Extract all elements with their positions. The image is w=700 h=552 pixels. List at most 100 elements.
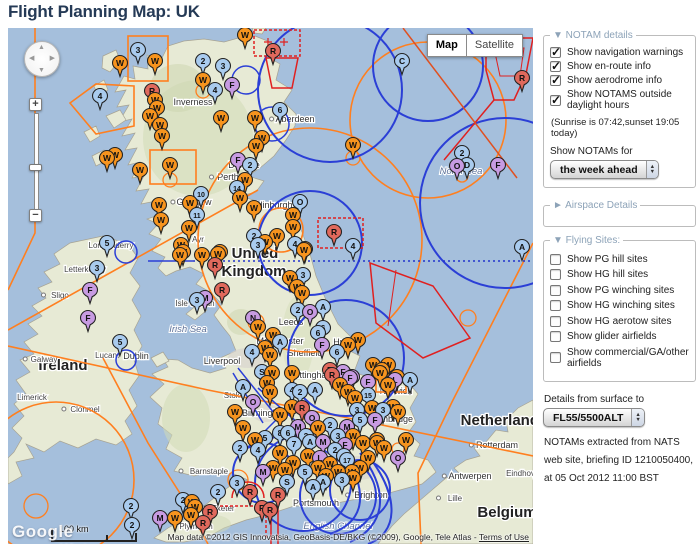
notam-marker-3[interactable]: 3: [214, 57, 232, 82]
notam-marker-W[interactable]: W: [231, 189, 249, 214]
notam-marker-3[interactable]: 3: [88, 259, 106, 284]
flying-site-option-checkbox[interactable]: [550, 284, 561, 296]
notam-marker-R[interactable]: R: [323, 366, 341, 391]
notam-marker-6[interactable]: 6: [271, 101, 289, 126]
notam-option-checkbox[interactable]: [550, 59, 561, 73]
notam-marker-W[interactable]: W: [166, 509, 184, 534]
notam-details-legend[interactable]: ▼ NOTAM details: [553, 30, 633, 41]
notam-marker-R[interactable]: R: [206, 256, 224, 281]
notam-marker-W[interactable]: W: [146, 52, 164, 77]
notam-marker-W[interactable]: W: [161, 156, 179, 181]
notam-marker-W[interactable]: W: [379, 376, 397, 401]
notam-marker-W[interactable]: W: [375, 439, 393, 464]
notam-marker-F[interactable]: F: [223, 76, 241, 101]
notam-marker-3[interactable]: 3: [374, 401, 392, 426]
flying-site-option-row[interactable]: Show commercial/GA/other airfields: [550, 347, 689, 369]
airspace-details-legend[interactable]: ► Airspace Details: [553, 200, 638, 211]
notam-marker-2[interactable]: 2: [123, 516, 141, 541]
notam-marker-R[interactable]: R: [325, 223, 343, 248]
flying-site-option-checkbox[interactable]: [550, 300, 561, 311]
notam-marker-F[interactable]: F: [79, 309, 97, 334]
notam-marker-W[interactable]: W: [152, 211, 170, 236]
notam-marker-W[interactable]: W: [344, 427, 362, 452]
flying-site-option-row[interactable]: Show glider airfields: [550, 331, 689, 342]
notam-marker-W[interactable]: W: [339, 336, 357, 361]
notam-marker-W[interactable]: W: [295, 241, 313, 266]
notam-marker-A[interactable]: A: [271, 333, 289, 358]
map-view-button[interactable]: Map: [426, 34, 466, 57]
notam-marker-W[interactable]: W: [397, 431, 415, 456]
notam-marker-6[interactable]: 6: [328, 343, 346, 368]
notam-marker-F[interactable]: F: [229, 151, 247, 176]
notam-marker-W[interactable]: W: [359, 449, 377, 474]
notam-marker-R[interactable]: R: [269, 486, 287, 511]
map-canvas[interactable]: InvernessAberdeenDundeePerthGlasgowEdinb…: [8, 28, 533, 544]
notam-marker-W[interactable]: W: [246, 109, 264, 134]
notam-marker-F[interactable]: F: [81, 281, 99, 306]
notam-marker-W[interactable]: W: [212, 109, 230, 134]
notam-marker-3[interactable]: 3: [333, 471, 351, 496]
notam-marker-R[interactable]: R: [241, 483, 259, 508]
notam-marker-5[interactable]: 5: [111, 333, 129, 358]
notam-marker-O[interactable]: O: [448, 157, 466, 182]
notam-marker-4[interactable]: 4: [243, 343, 261, 368]
notam-marker-W[interactable]: W: [247, 137, 265, 162]
notam-marker-3[interactable]: 3: [129, 41, 147, 66]
notam-marker-W[interactable]: W: [226, 403, 244, 428]
notam-marker-4[interactable]: 4: [206, 81, 224, 106]
notam-marker-W[interactable]: W: [194, 71, 212, 96]
notam-marker-W[interactable]: W: [182, 506, 200, 531]
flying-site-option-checkbox[interactable]: [550, 315, 561, 327]
notam-marker-W[interactable]: W: [249, 318, 267, 343]
notam-option-row[interactable]: Show NOTAMS outside daylight hours: [550, 89, 689, 111]
notam-option-row[interactable]: Show navigation warnings: [550, 45, 689, 59]
notam-marker-3[interactable]: 3: [188, 291, 206, 316]
notam-marker-3[interactable]: 3: [249, 236, 267, 261]
notam-marker-W[interactable]: W: [371, 364, 389, 389]
zoom-out-button[interactable]: −: [29, 209, 42, 222]
notam-marker-W[interactable]: W: [111, 54, 129, 79]
period-select[interactable]: the week ahead ▲ ▼: [550, 160, 660, 179]
notam-marker-A[interactable]: A: [234, 378, 252, 403]
notam-marker-4[interactable]: 4: [91, 87, 109, 112]
notam-marker-M[interactable]: M: [254, 463, 272, 488]
notam-option-row[interactable]: Show aerodrome info: [550, 73, 689, 87]
notam-marker-W[interactable]: W: [98, 149, 116, 174]
notam-marker-W[interactable]: W: [349, 331, 367, 356]
zoom-in-button[interactable]: +: [29, 98, 42, 111]
notam-marker-W[interactable]: W: [344, 136, 362, 161]
altitude-select[interactable]: FL55/5500ALT ▲ ▼: [543, 408, 645, 427]
pan-down-arrow-icon[interactable]: ▼: [38, 67, 45, 74]
notam-marker-A[interactable]: A: [314, 473, 332, 498]
notam-marker-W[interactable]: W: [131, 161, 149, 186]
notam-marker-W[interactable]: W: [236, 28, 254, 51]
terms-of-use-link[interactable]: Terms of Use: [478, 532, 529, 542]
flying-sites-legend[interactable]: ▼ Flying Sites:: [553, 235, 621, 246]
notam-marker-A[interactable]: A: [304, 478, 322, 503]
notam-marker-4[interactable]: 4: [344, 237, 362, 262]
notam-marker-M[interactable]: M: [151, 509, 169, 534]
flying-site-option-row[interactable]: Show PG hill sites: [550, 253, 689, 265]
notam-marker-R[interactable]: R: [264, 42, 282, 67]
notam-marker-W[interactable]: W: [284, 454, 302, 479]
notam-marker-3[interactable]: 3: [228, 474, 246, 499]
pan-right-arrow-icon[interactable]: ▶: [49, 55, 55, 62]
notam-marker-F[interactable]: F: [489, 156, 507, 181]
notam-marker-W[interactable]: W: [389, 403, 407, 428]
notam-marker-C[interactable]: C: [393, 52, 411, 77]
notam-marker-4[interactable]: 4: [286, 235, 304, 260]
flying-site-option-checkbox[interactable]: [550, 352, 561, 363]
flying-site-option-checkbox[interactable]: [550, 331, 561, 342]
zoom-slider-handle[interactable]: [29, 164, 42, 171]
notam-marker-O[interactable]: O: [389, 449, 407, 474]
zoom-slider-track[interactable]: [34, 113, 39, 211]
notam-marker-5[interactable]: 5: [296, 463, 314, 488]
notam-marker-A[interactable]: A: [513, 238, 531, 263]
notam-marker-W[interactable]: W: [171, 246, 189, 271]
notam-option-checkbox[interactable]: [550, 93, 561, 107]
notam-option-checkbox[interactable]: [550, 45, 561, 59]
notam-marker-W[interactable]: W: [331, 376, 349, 401]
pan-up-arrow-icon[interactable]: ▲: [38, 44, 45, 51]
notam-marker-W[interactable]: W: [141, 107, 159, 132]
notam-option-row[interactable]: Show en-route info: [550, 59, 689, 73]
